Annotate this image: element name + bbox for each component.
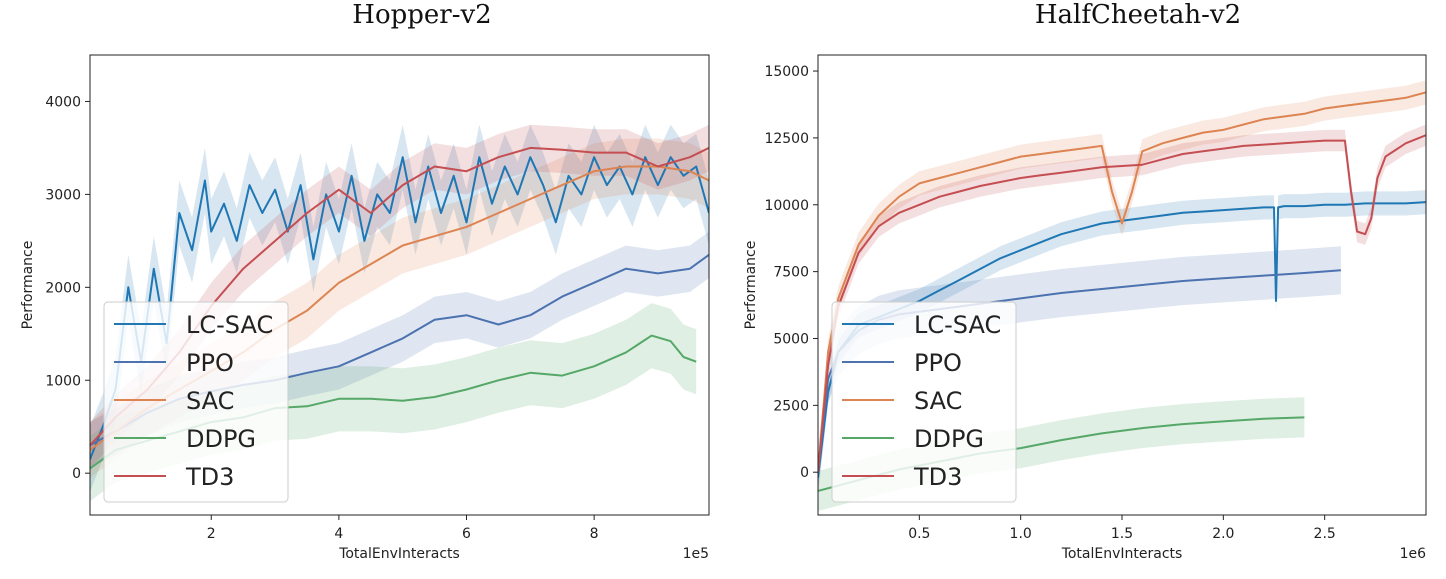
legend-label-lc-sac: LC-SAC bbox=[914, 311, 1001, 339]
legend-label-lc-sac: LC-SAC bbox=[186, 311, 273, 339]
legend-label-td3: TD3 bbox=[185, 463, 234, 491]
x-tick-label: 1.0 bbox=[1010, 526, 1032, 542]
x-tick-label: 2.5 bbox=[1314, 526, 1336, 542]
x-tick-label: 0.5 bbox=[908, 526, 930, 542]
legend-label-ddpg: DDPG bbox=[914, 425, 984, 453]
hopper-chart: 2 4 6 8 0 1000 2000 3000 4000 TotalEnvInteracts Pe… bbox=[20, 54, 710, 562]
legend-label-ppo: PPO bbox=[914, 349, 962, 377]
y-tick-label: 7500 bbox=[773, 265, 809, 281]
chart-panel-hopper: Hopper-v2 2 4 6 8 0 1000 2000 3000 4000 TotalEnvI… bbox=[0, 0, 723, 574]
plot-frame bbox=[89, 54, 710, 516]
chart-title: Hopper-v2 bbox=[352, 0, 492, 30]
x-tick-label: 2 bbox=[207, 526, 216, 542]
y-tick-label: 0 bbox=[72, 466, 81, 482]
legend-label-ppo: PPO bbox=[186, 349, 234, 377]
y-tick-label: 10000 bbox=[764, 198, 809, 214]
x-tick-label: 2.0 bbox=[1212, 526, 1234, 542]
x-tick-label: 1.5 bbox=[1111, 526, 1133, 542]
series-line-td3 bbox=[818, 134, 1426, 473]
band-sac bbox=[90, 138, 709, 478]
y-tick-label: 0 bbox=[800, 465, 809, 481]
band-lc-sac bbox=[818, 190, 1426, 490]
x-axis-multiplier: 1e5 bbox=[683, 546, 709, 562]
x-axis-label: TotalEnvInteracts bbox=[338, 546, 460, 562]
halfcheetah-chart: 0.5 1.0 1.5 2.0 2.5 0 2500 5000 7500 10000 12500 15… bbox=[743, 54, 1427, 562]
band-ppo bbox=[90, 231, 709, 469]
x-tick-label: 8 bbox=[590, 526, 599, 542]
band-ddpg bbox=[818, 397, 1305, 511]
series-line-sac bbox=[818, 91, 1426, 473]
band-ddpg bbox=[90, 303, 697, 502]
legend-label-sac: SAC bbox=[914, 387, 962, 415]
x-tick-label: 4 bbox=[334, 526, 343, 542]
legend-label-td3: TD3 bbox=[913, 463, 962, 491]
y-tick-label: 4000 bbox=[45, 94, 81, 110]
y-tick-label: 12500 bbox=[764, 131, 809, 147]
y-tick-label: 15000 bbox=[764, 64, 809, 80]
series-line-lc-sac bbox=[90, 156, 709, 460]
y-axis-label: Performance bbox=[743, 241, 759, 330]
legend-label-ddpg: DDPG bbox=[186, 425, 256, 453]
band-sac bbox=[818, 80, 1426, 485]
y-tick-label: 2000 bbox=[45, 280, 81, 296]
x-tick-label: 6 bbox=[462, 526, 471, 542]
chart-title: HalfCheetah-v2 bbox=[1034, 0, 1242, 30]
y-tick-label: 2500 bbox=[773, 398, 809, 414]
y-tick-label: 1000 bbox=[45, 373, 81, 389]
legend-box bbox=[831, 301, 1017, 503]
plot-area bbox=[90, 124, 709, 502]
chart-panel-halfcheetah: HalfCheetah-v2 0.5 1.0 1.5 2.0 2.5 0 2500 5000 7… bbox=[723, 0, 1446, 574]
legend-box bbox=[103, 301, 289, 503]
legend-label-sac: SAC bbox=[186, 387, 234, 415]
y-axis-label: Performance bbox=[20, 241, 36, 330]
y-tick-label: 5000 bbox=[773, 331, 809, 347]
y-tick-label: 3000 bbox=[45, 187, 81, 203]
x-axis-multiplier: 1e6 bbox=[1400, 546, 1427, 562]
x-axis-label: TotalEnvInteracts bbox=[1061, 546, 1183, 562]
